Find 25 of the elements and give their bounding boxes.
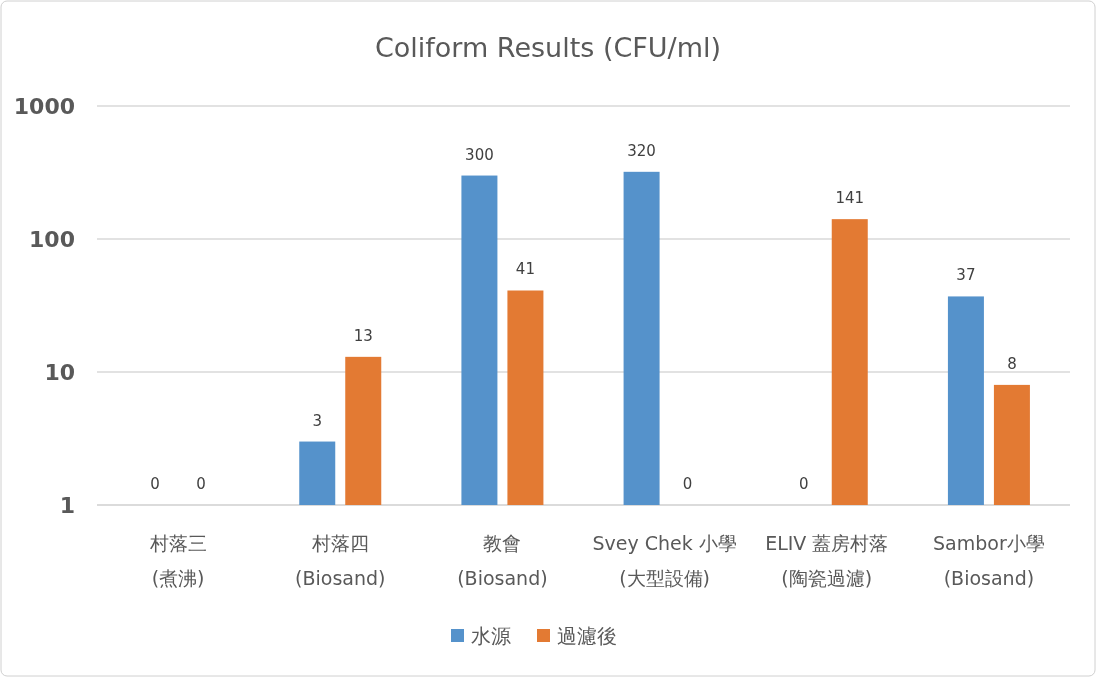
text: 0 — [196, 475, 206, 493]
text: 0 — [682, 475, 693, 493]
text: 0 — [798, 475, 809, 493]
x-tick-label: 教會 (Biosand) — [457, 532, 548, 589]
x-tick-label: 村落三 (煮沸) — [148, 532, 207, 589]
legend-label: 過濾後 — [557, 624, 617, 648]
chart-title: Coliform Results (CFU/ml) — [374, 32, 722, 63]
data-label: 141 — [835, 189, 865, 208]
y-tick-label: 100 — [29, 226, 75, 252]
legend-label: 水源 — [471, 624, 511, 648]
data-label: 37 — [956, 266, 976, 285]
x-tick-label: ELIV 蓋房村落 (陶瓷過濾) — [765, 532, 889, 589]
data-label: 13 — [353, 326, 373, 345]
x-tick-label: Svey Chek 小學 (大型設備) — [592, 532, 737, 589]
x-tick-label: 村落四 (Biosand) — [295, 532, 386, 589]
text: 0 — [150, 475, 160, 493]
y-tick-label: 1 — [59, 492, 75, 518]
data-label: 41 — [515, 260, 535, 279]
y-tick-label: 1000 — [13, 93, 75, 119]
data-label: 320 — [627, 141, 656, 160]
y-tick-label: 10 — [44, 359, 75, 385]
x-tick-label: Sambor小學 (Biosand) — [933, 532, 1045, 589]
data-label: 300 — [465, 145, 494, 164]
data-label: 8 — [1007, 354, 1017, 373]
data-label: 3 — [312, 411, 323, 430]
